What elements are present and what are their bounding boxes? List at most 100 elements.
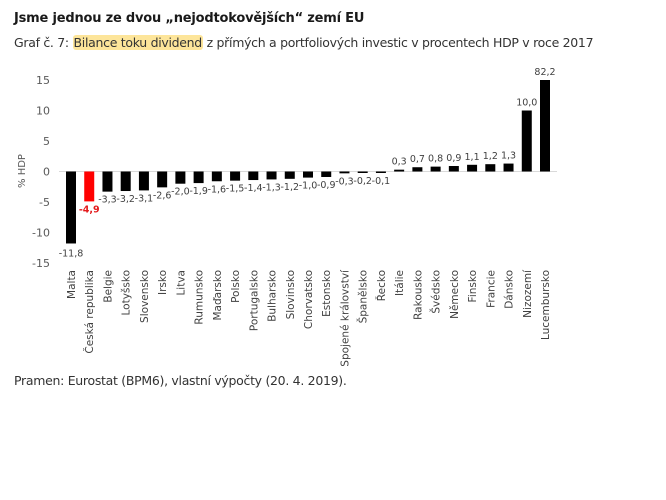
bars [66,80,550,244]
data-label: 1,2 [483,151,498,162]
bar [84,171,95,202]
bar [503,163,514,172]
category-label: Dánsko [504,270,516,309]
data-label: -3,2 [116,194,135,205]
bar [230,171,241,181]
category-label: Itálie [394,270,406,296]
chart-subtitle: Graf č. 7: Bilance toku dividend z přímý… [14,35,594,50]
data-label: -2,6 [153,190,172,201]
data-label: -0,2 [353,176,372,187]
category-label: Řecko [375,270,388,301]
category-label: Česká republika [83,270,96,354]
source-note: Pramen: Eurostat (BPM6), vlastní výpočty… [14,373,347,388]
data-label: -1,0 [299,181,318,192]
data-label: -2,0 [171,187,190,198]
category-label: Irsko [157,270,169,295]
y-tick-label: -5 [39,196,50,209]
y-axis-label: % HDP [17,154,28,188]
data-label: 10,0 [516,98,537,109]
data-label: 1,3 [501,151,516,162]
data-label: -3,1 [135,193,154,204]
data-label: -4,9 [79,204,100,215]
data-label: -0,9 [317,180,336,191]
data-label: -11,8 [59,248,84,259]
category-label: Maďarsko [212,270,224,321]
bar [211,171,222,182]
data-label: 0,8 [428,154,443,165]
category-label: Spojené království [339,269,351,367]
category-label: Chorvatsko [303,270,315,329]
bar [540,80,550,172]
bar [102,171,113,192]
bar [448,166,459,172]
bar [120,171,131,192]
bar [248,171,259,181]
y-tick-label: 10 [36,105,50,118]
bar [467,164,478,172]
category-label: Slovensko [139,270,151,323]
bar [357,171,368,173]
bar [193,171,204,184]
category-label: Lucembursko [540,270,552,340]
y-axis: 15 10 5 0 -5 -10 -15 [32,74,50,270]
category-label: Polsko [230,270,242,303]
bar [412,167,423,172]
category-label: Malta [66,270,78,299]
data-label: 0,3 [392,157,407,168]
data-label: -1,3 [262,182,281,193]
bar [339,171,350,174]
data-label: -1,9 [189,186,208,197]
category-label: Španělsko [357,270,370,323]
bar [303,171,313,178]
bar-chart: 15 10 5 0 -5 -10 -15 % HDP -11,8 -4,9-3,3 -3,2 -3… [17,67,557,367]
bar [430,166,441,172]
y-tick-label: 5 [43,135,50,148]
category-label: Německo [449,270,461,319]
data-labels: -11,8-4,9-3,3 -3,2 -3,1 -2,6 -2,0 -1,9 -1,6 -1,… [59,67,556,259]
page-title: Jsme jednou ze dvou „nejodtokovějších“ z… [14,11,365,26]
data-label: 0,7 [410,154,425,165]
data-label: -1,6 [208,184,227,195]
data-label: 0,9 [446,153,461,164]
data-label: -1,5 [226,184,245,195]
bar [175,171,186,184]
data-label: -0,1 [372,176,391,187]
y-tick-label: -15 [32,257,50,270]
data-label: -1,2 [280,182,299,193]
category-label: Portugalsko [248,270,260,331]
category-label: Slovinsko [285,270,297,319]
category-label: Estonsko [321,270,333,317]
data-label: 82,2 [534,67,555,78]
category-label: Bulharsko [267,270,279,322]
y-tick-label: 0 [43,166,50,179]
bar [485,164,496,172]
y-tick-label: -10 [32,227,50,240]
category-label: Finsko [467,270,479,302]
category-label: Rakousko [412,270,424,320]
bar [138,171,149,191]
category-label: Lotyšsko [121,270,133,316]
data-label: 1,1 [465,152,480,163]
data-label: -1,4 [244,183,263,194]
category-label: Rumunsko [194,270,206,325]
subtitle-highlight: Bilance toku dividend [72,35,203,50]
category-label: Belgie [102,270,114,303]
y-tick-label: 15 [36,74,50,87]
subtitle-rest: z přímých a portfoliových investic v pro… [202,35,594,50]
bar [521,110,532,172]
bar [321,171,332,177]
bar [394,169,405,172]
bar [157,171,168,188]
bar [375,171,386,173]
category-labels: Malta Česká republika Belgie Lotyšsko Sloven… [66,269,552,367]
category-label: Švédsko [430,270,443,314]
category-label: Nizozemí [522,269,534,318]
category-label: Litva [175,270,187,296]
subtitle-prefix: Graf č. 7: [14,35,73,50]
bar [266,171,277,180]
data-label: -0,3 [335,176,354,187]
category-label: Francie [485,270,497,308]
bar [284,171,295,179]
bar [66,171,76,244]
data-label: -3,3 [98,195,117,206]
